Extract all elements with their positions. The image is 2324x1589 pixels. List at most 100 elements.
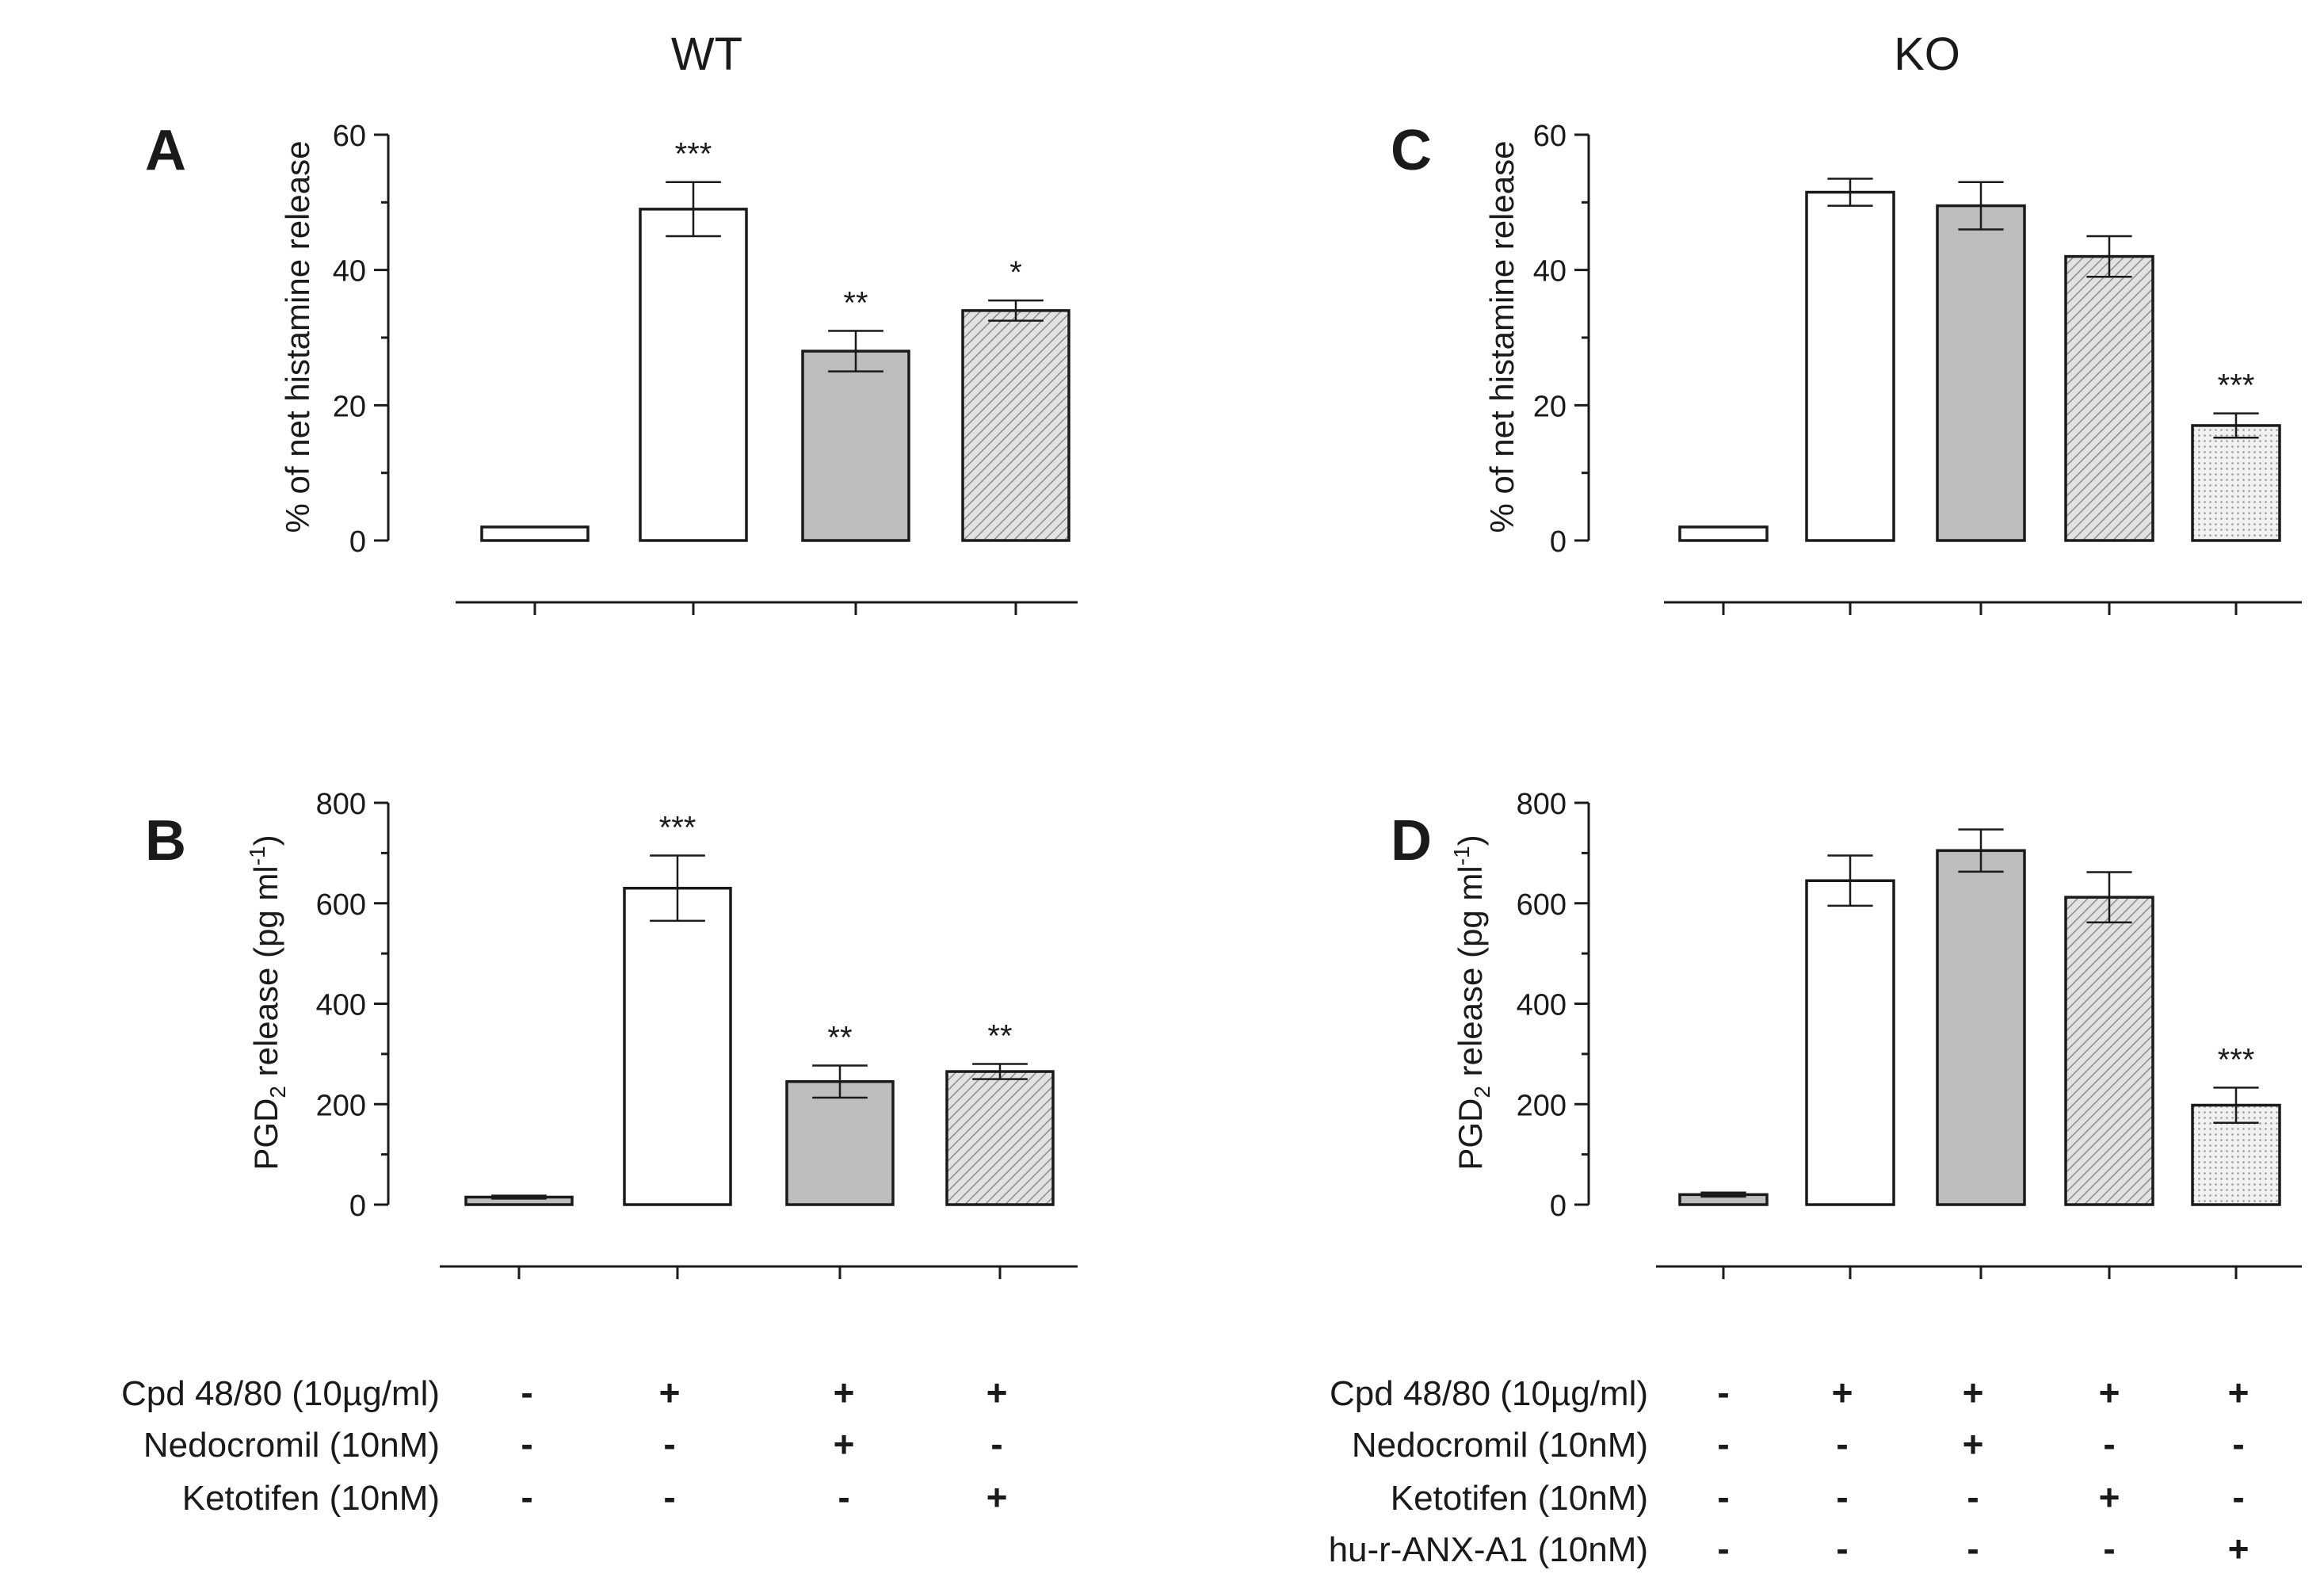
conditions-wt: Cpd 48/80 (10µg/ml) - + + + Nedocromil (10nM)… — [121, 1372, 1007, 1518]
condition-plus: + — [1963, 1423, 1984, 1465]
condition-minus: - — [2232, 1476, 2244, 1518]
bar — [1805, 190, 1895, 542]
ylabel-d-sup: -1 — [1449, 846, 1474, 865]
significance-marker: *** — [2218, 369, 2255, 403]
condition-label: hu-r-ANX-A1 (10nM) — [1329, 1530, 1648, 1569]
condition-plus: + — [2228, 1528, 2250, 1569]
condition-plus: + — [2099, 1476, 2120, 1518]
y-tick-label: 200 — [1517, 1089, 1567, 1122]
group-title-wt: WT — [671, 29, 742, 80]
y-axis-label-b: PGD2 release (pg ml-1) — [245, 835, 290, 1170]
condition-plus: + — [1832, 1372, 1853, 1413]
ylabel-b-main: PGD — [247, 1098, 284, 1171]
y-tick-label: 0 — [349, 1190, 366, 1223]
y-tick-label: 200 — [316, 1089, 366, 1122]
y-axis-label-a: % of net histamine release — [279, 141, 316, 533]
y-tick-label: 0 — [1550, 525, 1567, 559]
condition-minus: - — [1717, 1372, 1729, 1413]
panel-label-d: D — [1391, 809, 1432, 873]
y-tick-label: 400 — [316, 989, 366, 1022]
ylabel-d-sub: 2 — [1470, 1086, 1494, 1098]
y-tick-label: 20 — [1533, 390, 1567, 423]
y-tick-label: 20 — [333, 390, 366, 423]
condition-plus: + — [1963, 1372, 1984, 1413]
ylabel-b-rest: release (pg ml — [247, 865, 284, 1086]
y-tick-label: 60 — [333, 120, 366, 153]
y-tick-label: 600 — [316, 888, 366, 922]
ylabel-b-sup: -1 — [245, 846, 269, 865]
ylabel-b-end: ) — [247, 835, 284, 846]
bar — [2064, 896, 2154, 1206]
y-axis-label-d: PGD2 release (pg ml-1) — [1449, 835, 1494, 1170]
significance-marker: ** — [987, 1019, 1012, 1054]
condition-minus: - — [990, 1423, 1002, 1465]
y-tick-label: 600 — [1517, 888, 1567, 922]
condition-label: Cpd 48/80 (10µg/ml) — [1330, 1374, 1648, 1413]
condition-minus: - — [2103, 1528, 2115, 1569]
panel-d: 0 200 400 600 800 *** — [1517, 788, 2302, 1279]
bar — [785, 1079, 895, 1206]
bar — [2191, 424, 2281, 542]
condition-plus: + — [834, 1423, 855, 1465]
ylabel-d-rest: release (pg ml — [1452, 865, 1489, 1086]
condition-minus: - — [2232, 1423, 2244, 1465]
condition-minus: - — [663, 1476, 675, 1518]
ylabel-d-main: PGD — [1452, 1098, 1489, 1171]
condition-minus: - — [1836, 1423, 1848, 1465]
y-axis-label-c: % of net histamine release — [1483, 141, 1521, 533]
bar — [1936, 204, 2026, 542]
condition-label: Cpd 48/80 (10µg/ml) — [121, 1374, 440, 1413]
condition-plus: + — [659, 1372, 681, 1413]
panel-c: 0 20 40 60 *** — [1533, 120, 2302, 615]
y-tick-label: 800 — [316, 788, 366, 821]
condition-plus: + — [2099, 1372, 2120, 1413]
bar — [945, 1070, 1055, 1206]
significance-marker: ** — [827, 1020, 852, 1055]
group-title-ko: KO — [1894, 29, 1960, 80]
y-tick-label: 0 — [349, 525, 366, 559]
y-tick-label: 60 — [1533, 120, 1567, 153]
condition-minus: - — [1717, 1528, 1729, 1569]
conditions-ko: Cpd 48/80 (10µg/ml) - + + + + Nedocromil (10nM… — [1329, 1372, 2250, 1569]
bar — [1936, 849, 2026, 1206]
condition-minus: - — [1967, 1528, 1979, 1569]
bar — [801, 350, 910, 542]
condition-minus: - — [521, 1423, 532, 1465]
bar — [961, 309, 1070, 542]
y-tick-label: 0 — [1550, 1190, 1567, 1223]
bar — [1805, 879, 1895, 1206]
condition-plus: + — [986, 1476, 1008, 1518]
condition-minus: - — [1836, 1528, 1848, 1569]
condition-minus: - — [521, 1476, 532, 1518]
y-tick-label: 400 — [1517, 989, 1567, 1022]
significance-marker: *** — [659, 811, 696, 846]
condition-minus: - — [1967, 1476, 1979, 1518]
significance-marker: * — [1009, 255, 1022, 290]
condition-minus: - — [521, 1372, 532, 1413]
panel-label-b: B — [145, 809, 186, 873]
condition-minus: - — [663, 1423, 675, 1465]
y-tick-label: 40 — [333, 255, 366, 288]
condition-minus: - — [2103, 1423, 2115, 1465]
condition-minus: - — [838, 1476, 849, 1518]
bar — [480, 525, 590, 542]
y-tick-label: 800 — [1517, 788, 1567, 821]
bar — [623, 886, 732, 1206]
conditions-table: Cpd 48/80 (10µg/ml) - + + + Nedocromil (10nM)… — [121, 1372, 2249, 1569]
condition-label: Nedocromil (10nM) — [143, 1426, 440, 1465]
condition-minus: - — [1836, 1476, 1848, 1518]
condition-plus: + — [2228, 1372, 2250, 1413]
significance-marker: *** — [2218, 1042, 2255, 1077]
panel-label-a: A — [145, 119, 186, 182]
condition-label: Nedocromil (10nM) — [1352, 1426, 1648, 1465]
condition-minus: - — [1717, 1476, 1729, 1518]
condition-label: Ketotifen (10nM) — [182, 1479, 440, 1518]
condition-label: Ketotifen (10nM) — [1391, 1479, 1648, 1518]
condition-plus: + — [834, 1372, 855, 1413]
panel-label-c: C — [1391, 119, 1432, 182]
